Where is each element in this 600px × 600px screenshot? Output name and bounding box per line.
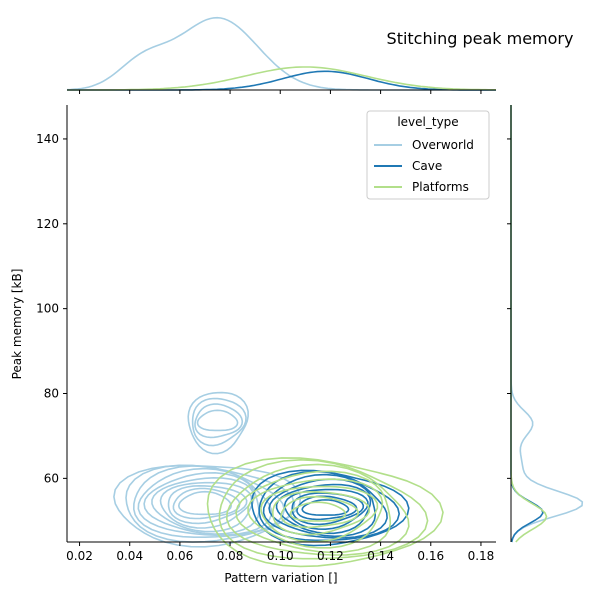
contour-platforms	[218, 458, 429, 560]
contour-platforms	[206, 457, 444, 568]
x-tick-label: 0.04	[116, 549, 143, 563]
contour-cave	[296, 495, 358, 521]
x-tick-label: 0.02	[66, 549, 93, 563]
x-axis-label: Pattern variation []	[224, 571, 337, 585]
y-tick-label: 120	[36, 217, 59, 231]
contour-overworld	[151, 476, 255, 533]
y-axis-label: Peak memory [kB]	[10, 269, 24, 380]
contour-overworld	[159, 481, 253, 529]
contour-overworld	[194, 403, 244, 439]
x-tick-label: 0.18	[468, 549, 495, 563]
y-tick-label: 80	[44, 387, 59, 401]
legend-entry-overworld: Overworld	[412, 138, 474, 152]
y-tick-label: 60	[44, 471, 59, 485]
legend: level_type Overworld Cave Platforms	[366, 110, 490, 200]
contour-overworld	[191, 397, 247, 447]
legend-entry-cave: Cave	[412, 159, 442, 173]
x-tick-label: 0.10	[267, 549, 294, 563]
chart-title: Stitching peak memory	[387, 29, 574, 48]
contour-platforms	[271, 490, 371, 536]
contour-overworld	[143, 471, 260, 535]
contour-overworld	[167, 484, 248, 525]
y-tick-label: 100	[36, 302, 59, 316]
legend-box	[366, 110, 490, 200]
x-tick-label: 0.12	[317, 549, 344, 563]
contour-cave	[275, 483, 372, 535]
contour-overworld	[177, 490, 233, 516]
contour-cave	[301, 499, 350, 516]
x-tick-label: 0.06	[167, 549, 194, 563]
contour-platforms	[235, 470, 392, 554]
contour-platforms	[260, 485, 379, 543]
contour-overworld	[125, 464, 296, 543]
contour-overworld	[196, 409, 239, 432]
x-tick-label: 0.14	[367, 549, 394, 563]
y-marginal-plot	[510, 105, 584, 543]
contour-overworld	[132, 465, 286, 538]
legend-entry-platforms: Platforms	[412, 180, 469, 194]
contour-cave	[268, 478, 377, 538]
legend-title: level_type	[397, 115, 458, 129]
contour-overworld	[187, 391, 249, 455]
contour-platforms	[225, 463, 410, 556]
y-marginal-overworld	[510, 105, 584, 543]
y-tick-label: 140	[36, 132, 59, 146]
contour-platforms	[289, 501, 347, 522]
x-tick-label: 0.08	[217, 549, 244, 563]
joint-contours	[113, 391, 444, 568]
contour-cave	[258, 470, 401, 542]
x-tick-label: 0.16	[417, 549, 444, 563]
contour-overworld	[113, 464, 302, 548]
contour-platforms	[280, 495, 360, 529]
y-marginal-platforms	[510, 105, 548, 543]
axes: 0.02 0.04 0.06 0.08 0.10 0.12 0.14 0.16 0.18 60 80…	[36, 89, 512, 563]
